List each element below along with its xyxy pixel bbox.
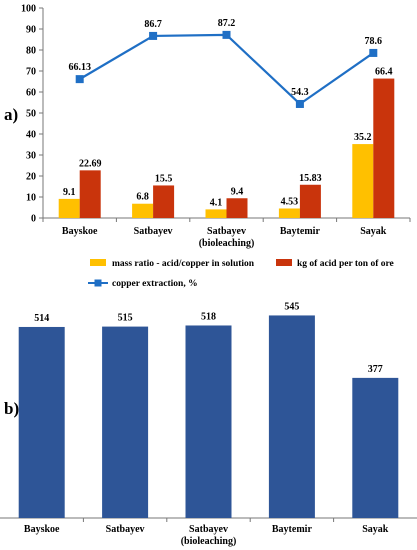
panel-b-bar <box>102 326 149 518</box>
panel-a-bar-ratio <box>278 208 300 218</box>
panel-a-y-tick-label: 20 <box>26 172 36 183</box>
panel-a-line-extraction <box>79 33 374 106</box>
panel-a-y-tick-label: 80 <box>26 46 36 57</box>
panel-a-bar-acid <box>79 170 101 218</box>
panel-label-a: a) <box>4 105 18 124</box>
panel-a-line-marker <box>222 30 231 39</box>
panel-a-category-label: Baytemir <box>280 226 321 237</box>
panel-b-category-label: Sayak <box>362 524 389 535</box>
panel-a-bar-ratio <box>205 209 227 218</box>
panel-a-category-label: Sayak <box>360 226 387 237</box>
panel-b-category-label: Satbayev <box>106 524 145 535</box>
panel-a-bar-label: 22.69 <box>79 158 102 169</box>
panel-a-category-label: Satbayev <box>134 226 173 237</box>
panel-a-category-label: Bayskoe <box>62 226 98 237</box>
panel-a-line-marker <box>369 48 378 57</box>
panel-a-bar-label: 4.53 <box>281 196 299 207</box>
panel-a-y-tick-label: 70 <box>26 67 36 78</box>
panel-a-line-label: 78.6 <box>365 36 383 47</box>
legend-label-acid: kg of acid per ton of ore <box>297 259 394 269</box>
panel-a-bar-ratio <box>132 203 154 218</box>
panel-a-y-tick-label: 100 <box>21 4 36 15</box>
panel-b-category-label: Satbayev <box>189 524 228 535</box>
panel-b-bar <box>18 326 65 518</box>
panel-b-bar <box>268 315 315 518</box>
panel-a-y-tick-label: 40 <box>26 130 36 141</box>
panel-a-line-marker <box>149 31 158 40</box>
panel-a-bar-ratio <box>58 198 80 218</box>
panel-b-category-label: (bioleaching) <box>181 536 237 547</box>
panel-a-line-label: 86.7 <box>144 19 162 30</box>
panel-a-bar-label: 15.5 <box>155 173 173 184</box>
panel-a-bar-label: 9.1 <box>63 187 76 198</box>
panel-a-bar-acid <box>226 198 248 218</box>
panel-b-category-label: Baytemir <box>272 524 313 535</box>
panel-a-line-label: 66.13 <box>68 62 91 73</box>
panel-a-bar-label: 6.8 <box>136 192 149 203</box>
legend-label-ratio: mass ratio - acid/copper in solution <box>112 259 255 269</box>
panel-b-bar-label: 515 <box>118 313 133 324</box>
panel-a-line-label: 54.3 <box>291 87 309 98</box>
panel-a-bar-label: 66.4 <box>375 67 393 78</box>
panel-a-bar-label: 9.4 <box>231 186 244 197</box>
panel-a-y-tick-label: 10 <box>26 193 36 204</box>
panel-a-y-tick-label: 30 <box>26 151 36 162</box>
panel-b-category-label: Bayskoe <box>24 524 60 535</box>
legend-label-extraction: copper extraction, % <box>112 279 198 289</box>
legend-swatch-ratio <box>90 259 106 266</box>
panel-b-bar-label: 518 <box>201 311 216 322</box>
panel-a-bar-label: 4.1 <box>210 197 223 208</box>
panel-a-bar-ratio <box>352 144 374 218</box>
panel-a-bar-acid <box>299 184 321 218</box>
panel-a-category-label: Satbayev <box>207 226 246 237</box>
legend-swatch-acid <box>276 259 292 266</box>
panel-b-bar <box>185 325 232 518</box>
panel-a-category-label: (bioleaching) <box>199 238 255 249</box>
panel-a-bar-label: 35.2 <box>354 132 372 143</box>
panel-a-y-tick-label: 50 <box>26 109 36 120</box>
panel-a-bar-label: 15.83 <box>299 173 322 184</box>
panel-a-line-label: 87.2 <box>218 18 236 29</box>
panel-a-y-tick-label: 0 <box>31 214 36 225</box>
panel-a-y-tick-label: 90 <box>26 25 36 36</box>
panel-b-bar-label: 377 <box>368 364 383 375</box>
panel-a-bar-acid <box>373 78 395 218</box>
panel-label-b: b) <box>4 399 19 418</box>
panel-a-bar-acid <box>153 185 175 218</box>
panel-a-y-tick-label: 60 <box>26 88 36 99</box>
panel-b-bar-label: 545 <box>284 301 299 312</box>
panel-b-bar <box>352 377 399 518</box>
panel-a-line-marker <box>75 75 84 84</box>
panel-a-line-marker <box>295 99 304 108</box>
panel-b-bar-label: 514 <box>34 313 49 324</box>
legend-swatch-marker <box>94 279 102 287</box>
